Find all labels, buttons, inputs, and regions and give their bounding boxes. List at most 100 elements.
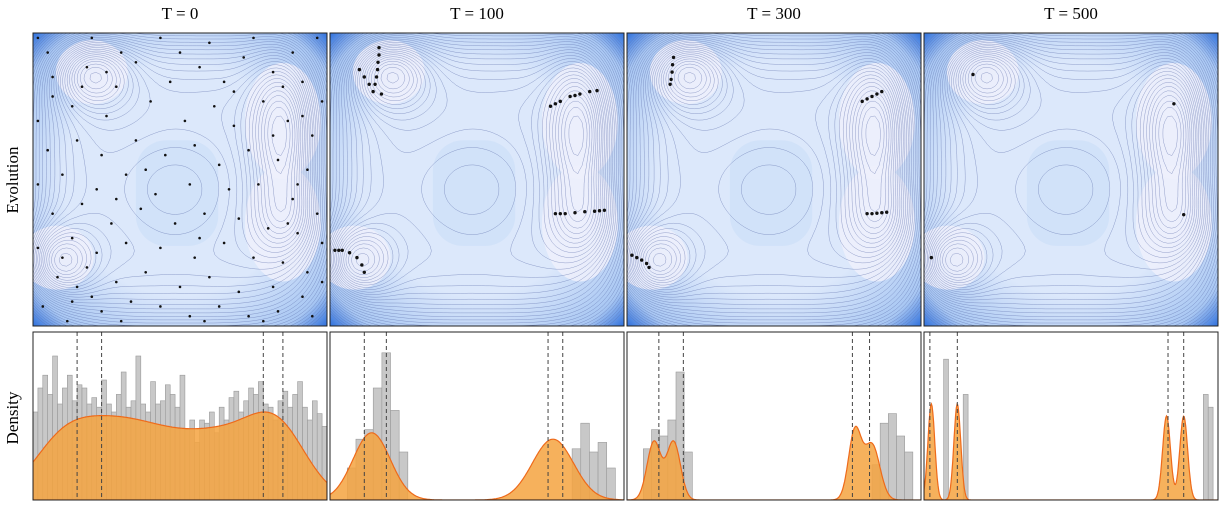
- particle: [306, 168, 309, 172]
- particle: [149, 100, 152, 103]
- contour-line: [44, 52, 307, 283]
- particle: [115, 197, 118, 201]
- particle: [880, 211, 884, 215]
- density-panel: [923, 331, 1219, 501]
- contour-line: [336, 47, 609, 291]
- particle: [870, 211, 874, 216]
- particle: [311, 314, 314, 318]
- particle: [247, 314, 250, 318]
- contour-lines: [330, 33, 624, 326]
- contour-line: [677, 66, 890, 223]
- particle: [193, 144, 196, 147]
- histogram-bar: [896, 435, 905, 500]
- particle: [340, 248, 344, 253]
- contour-line: [334, 45, 611, 293]
- particle: [188, 183, 192, 186]
- contour-line: [89, 72, 293, 213]
- particle: [558, 99, 562, 104]
- saddle-region: [432, 140, 516, 246]
- particle: [301, 295, 304, 299]
- contour-line: [51, 58, 302, 275]
- particle: [232, 124, 236, 128]
- particle: [315, 212, 319, 215]
- particle: [144, 168, 147, 172]
- contour-line: [35, 43, 316, 295]
- particle: [36, 246, 40, 250]
- particle: [70, 104, 74, 108]
- density-panel: [329, 331, 625, 501]
- contour-line: [642, 56, 897, 278]
- particle: [242, 56, 245, 59]
- contour-line: [351, 60, 597, 272]
- particle: [159, 305, 162, 308]
- particle: [124, 241, 128, 245]
- contour-line: [33, 38, 321, 305]
- particle: [311, 134, 314, 137]
- particle: [193, 256, 196, 259]
- basins: [330, 40, 618, 290]
- panel-frame: [626, 32, 922, 327]
- particle: [362, 75, 366, 79]
- particle: [203, 212, 206, 215]
- particle: [367, 82, 371, 86]
- histogram: [943, 358, 1214, 500]
- particle: [337, 248, 341, 253]
- contour-line: [865, 115, 881, 156]
- contour-line: [645, 58, 896, 275]
- contour-line: [924, 33, 1218, 317]
- contour-line: [33, 33, 327, 324]
- panel-title: T = 300: [747, 4, 801, 23]
- contour-line: [631, 45, 908, 293]
- particle: [213, 104, 216, 108]
- particle: [602, 208, 607, 212]
- contour-line: [935, 52, 1198, 283]
- particle: [178, 285, 182, 289]
- particle: [647, 265, 651, 270]
- particle: [301, 114, 304, 118]
- particle: [573, 211, 577, 215]
- particle: [61, 256, 64, 259]
- column-titles: T = 0 T = 100 T = 300 T = 500: [162, 4, 1098, 23]
- particle: [865, 211, 869, 216]
- particle: [315, 36, 319, 40]
- particle: [227, 187, 231, 191]
- contour-line: [332, 43, 613, 295]
- contour-line: [330, 33, 624, 317]
- contour-line: [330, 33, 624, 324]
- contour-line: [633, 47, 906, 291]
- particle: [105, 70, 108, 74]
- particle: [870, 94, 874, 99]
- contour-line: [330, 40, 617, 301]
- contour-line: [42, 50, 309, 286]
- particle: [168, 80, 172, 84]
- particle: [85, 266, 89, 269]
- basin: [541, 62, 618, 179]
- particle: [115, 280, 118, 284]
- particle: [232, 90, 236, 93]
- contour-line: [341, 52, 604, 283]
- density-curve: [33, 411, 327, 500]
- density-row: [32, 331, 1219, 501]
- particle: [668, 82, 672, 86]
- panel-frame: [32, 331, 328, 501]
- particle: [222, 80, 226, 84]
- particle: [379, 92, 384, 96]
- contour-line: [942, 58, 1193, 275]
- particle: [90, 36, 94, 40]
- particle: [281, 261, 285, 264]
- basin: [838, 62, 915, 179]
- particle: [281, 85, 285, 89]
- contour-line: [627, 38, 915, 305]
- contour-line: [924, 33, 1218, 324]
- contour-line: [652, 63, 892, 267]
- histogram-bar: [888, 413, 897, 500]
- particle: [578, 92, 582, 96]
- evolution-panel: [923, 32, 1219, 327]
- contour-line: [926, 43, 1207, 295]
- particles: [630, 55, 889, 270]
- particle: [377, 53, 381, 57]
- contour-line: [937, 54, 1196, 281]
- particle: [669, 77, 673, 82]
- particle: [347, 251, 352, 255]
- particle: [373, 82, 377, 86]
